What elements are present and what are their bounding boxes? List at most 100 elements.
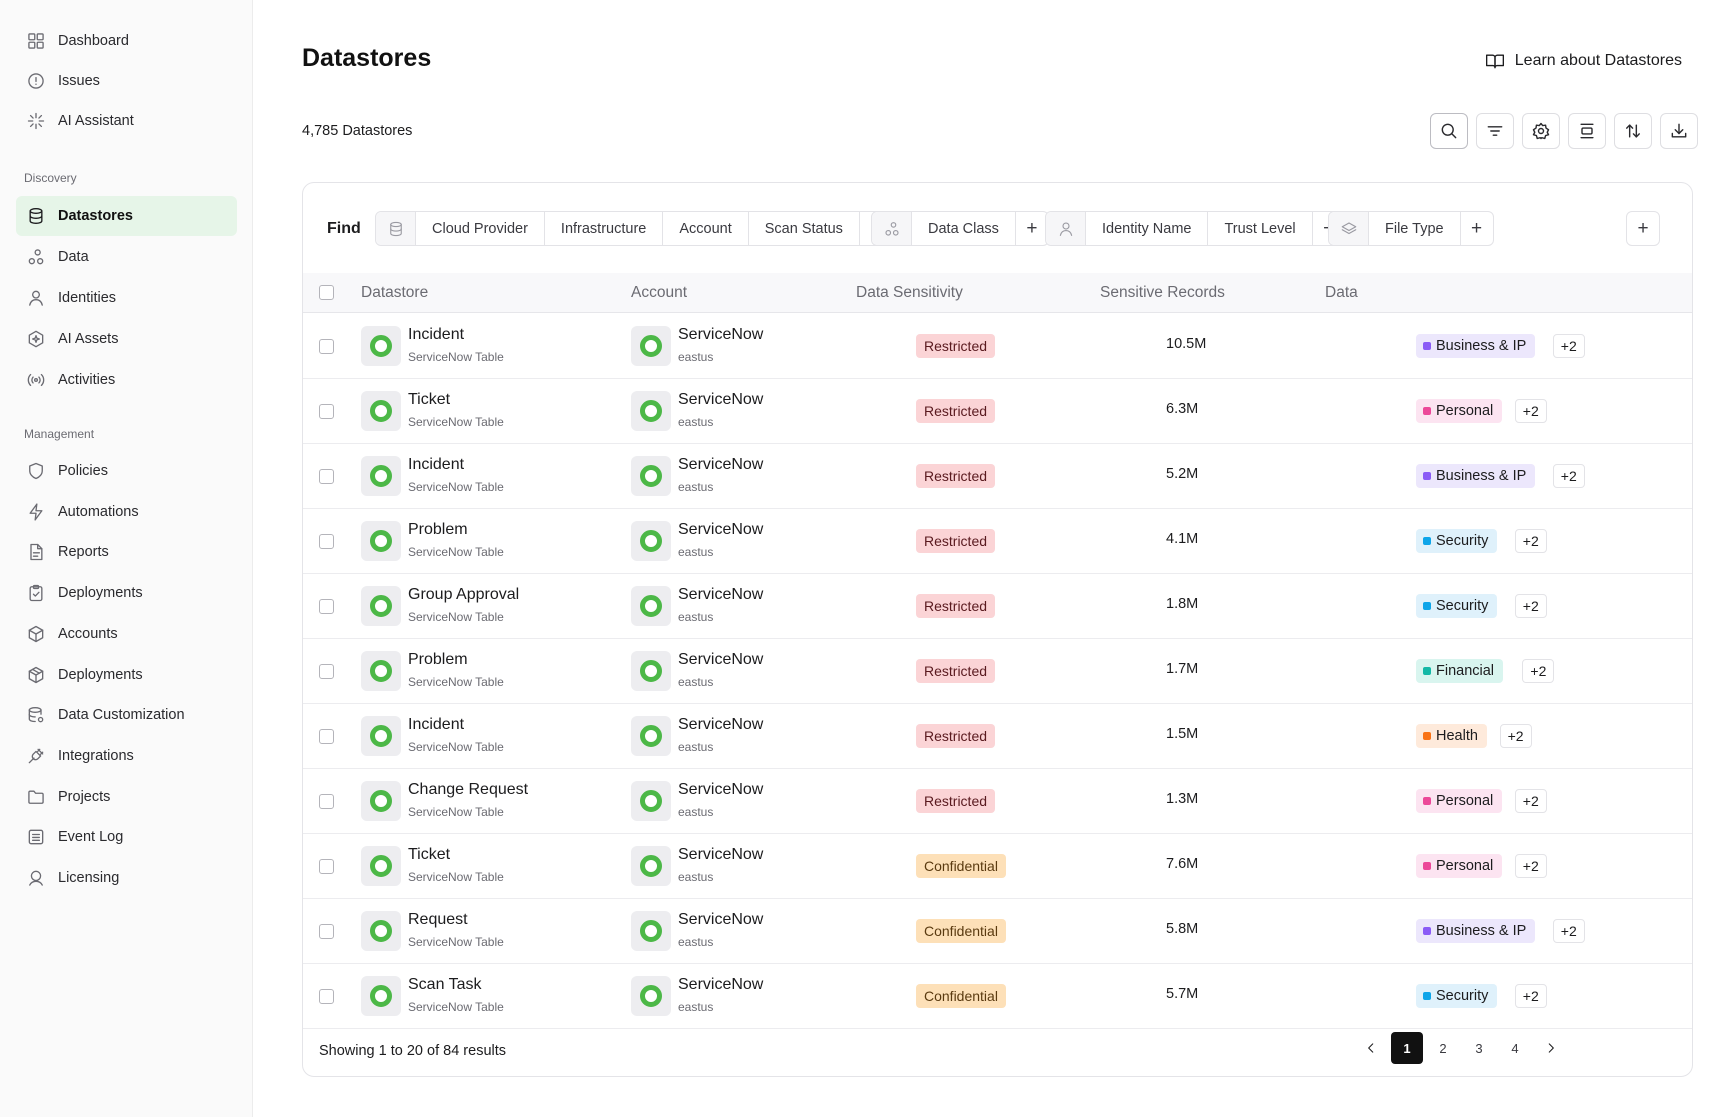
table-row[interactable]: Incident ServiceNow Table ServiceNow eas… — [303, 444, 1692, 509]
datastore-name[interactable]: Request — [408, 911, 468, 928]
table-row[interactable]: Ticket ServiceNow Table ServiceNow eastu… — [303, 834, 1692, 899]
account-name[interactable]: ServiceNow — [678, 391, 764, 408]
sidebar-item-issues[interactable]: Issues — [16, 61, 237, 101]
datastore-name[interactable]: Incident — [408, 326, 465, 343]
datastore-name[interactable]: Group Approval — [408, 586, 520, 603]
row-checkbox[interactable] — [319, 989, 334, 1004]
datastore-name[interactable]: Problem — [408, 521, 468, 538]
data-class-tag[interactable]: Personal — [1416, 399, 1503, 423]
learn-about-datastores-link[interactable]: Learn about Datastores — [1485, 51, 1682, 71]
sort-button[interactable] — [1614, 113, 1652, 149]
datastore-name[interactable]: Incident — [408, 716, 465, 733]
row-checkbox[interactable] — [319, 924, 334, 939]
account-name[interactable]: ServiceNow — [678, 716, 764, 733]
sidebar-item-data-customization[interactable]: Data Customization — [16, 695, 237, 735]
data-class-tag[interactable]: Security — [1416, 594, 1498, 618]
filter-chip-identity-name[interactable]: Identity Name — [1086, 212, 1209, 245]
next-page-button[interactable] — [1535, 1032, 1567, 1064]
sidebar-item-policies[interactable]: Policies — [16, 451, 237, 491]
more-data-classes-badge[interactable]: +2 — [1514, 854, 1547, 878]
row-checkbox[interactable] — [319, 794, 334, 809]
data-class-tag[interactable]: Business & IP — [1416, 919, 1536, 943]
column-header-data-sensitivity[interactable]: Data Sensitivity — [856, 284, 963, 301]
filter-chip-file-type[interactable]: File Type — [1369, 212, 1461, 245]
datastore-name[interactable]: Ticket — [408, 846, 451, 863]
sidebar-item-identities[interactable]: Identities — [16, 278, 237, 318]
row-checkbox[interactable] — [319, 599, 334, 614]
add-filter-button[interactable]: + — [1471, 217, 1483, 239]
filter-chip-cloud-provider[interactable]: Cloud Provider — [416, 212, 545, 245]
sidebar-item-deployments[interactable]: Deployments — [16, 655, 237, 695]
page-button-1[interactable]: 1 — [1391, 1032, 1423, 1064]
more-data-classes-badge[interactable]: +2 — [1552, 919, 1585, 943]
sidebar-item-projects[interactable]: Projects — [16, 777, 237, 817]
account-name[interactable]: ServiceNow — [678, 651, 764, 668]
row-checkbox[interactable] — [319, 534, 334, 549]
datastore-name[interactable]: Scan Task — [408, 976, 482, 993]
more-data-classes-badge[interactable]: +2 — [1514, 399, 1547, 423]
row-checkbox[interactable] — [319, 469, 334, 484]
sidebar-item-accounts[interactable]: Accounts — [16, 614, 237, 654]
row-checkbox[interactable] — [319, 664, 334, 679]
filter-chip-data-class[interactable]: Data Class — [912, 212, 1016, 245]
column-header-sensitive-records[interactable]: Sensitive Records — [1100, 284, 1225, 301]
row-checkbox[interactable] — [319, 859, 334, 874]
filter-chip-infrastructure[interactable]: Infrastructure — [545, 212, 664, 245]
data-class-tag[interactable]: Health — [1416, 724, 1487, 748]
table-row[interactable]: Incident ServiceNow Table ServiceNow eas… — [303, 704, 1692, 769]
account-name[interactable]: ServiceNow — [678, 456, 764, 473]
more-data-classes-badge[interactable]: +2 — [1514, 984, 1547, 1008]
more-data-classes-badge[interactable]: +2 — [1514, 529, 1547, 553]
data-class-tag[interactable]: Financial — [1416, 659, 1504, 683]
account-name[interactable]: ServiceNow — [678, 846, 764, 863]
more-data-classes-badge[interactable]: +2 — [1514, 594, 1547, 618]
more-data-classes-badge[interactable]: +2 — [1522, 659, 1555, 683]
table-row[interactable]: Incident ServiceNow Table ServiceNow eas… — [303, 314, 1692, 379]
table-row[interactable]: Request ServiceNow Table ServiceNow east… — [303, 899, 1692, 964]
data-class-tag[interactable]: Personal — [1416, 789, 1503, 813]
datastore-name[interactable]: Incident — [408, 456, 465, 473]
account-name[interactable]: ServiceNow — [678, 781, 764, 798]
data-class-tag[interactable]: Personal — [1416, 854, 1503, 878]
account-name[interactable]: ServiceNow — [678, 976, 764, 993]
table-row[interactable]: Scan Task ServiceNow Table ServiceNow ea… — [303, 964, 1692, 1029]
page-button-2[interactable]: 2 — [1439, 1040, 1447, 1056]
account-name[interactable]: ServiceNow — [678, 326, 764, 343]
search-button[interactable] — [1430, 113, 1468, 149]
data-class-tag[interactable]: Security — [1416, 529, 1498, 553]
add-filter-group-button[interactable]: + — [1626, 211, 1660, 246]
sidebar-item-licensing[interactable]: Licensing — [16, 858, 237, 898]
table-row[interactable]: Change Request ServiceNow Table ServiceN… — [303, 769, 1692, 834]
more-data-classes-badge[interactable]: +2 — [1499, 724, 1532, 748]
page-button-3[interactable]: 3 — [1475, 1040, 1483, 1056]
filter-chip-scan-status[interactable]: Scan Status — [749, 212, 860, 245]
data-class-tag[interactable]: Security — [1416, 984, 1498, 1008]
sidebar-item-data[interactable]: Data — [16, 237, 237, 277]
sidebar-item-ai-assistant[interactable]: AI Assistant — [16, 101, 237, 141]
add-filter-button[interactable]: + — [1026, 217, 1038, 239]
account-name[interactable]: ServiceNow — [678, 521, 764, 538]
settings-button[interactable] — [1522, 113, 1560, 149]
columns-button[interactable] — [1568, 113, 1606, 149]
account-name[interactable]: ServiceNow — [678, 911, 764, 928]
row-checkbox[interactable] — [319, 729, 334, 744]
row-checkbox[interactable] — [319, 339, 334, 354]
table-row[interactable]: Group Approval ServiceNow Table ServiceN… — [303, 574, 1692, 639]
select-all-checkbox[interactable] — [319, 285, 334, 300]
download-button[interactable] — [1660, 113, 1698, 149]
table-row[interactable]: Problem ServiceNow Table ServiceNow east… — [303, 509, 1692, 574]
column-header-datastore[interactable]: Datastore — [361, 284, 429, 301]
sidebar-item-event-log[interactable]: Event Log — [16, 817, 237, 857]
page-button-4[interactable]: 4 — [1511, 1040, 1519, 1056]
sidebar-item-activities[interactable]: Activities — [16, 360, 237, 400]
filter-button[interactable] — [1476, 113, 1514, 149]
prev-page-button[interactable] — [1355, 1032, 1387, 1064]
datastore-name[interactable]: Change Request — [408, 781, 529, 798]
sidebar-item-dashboard[interactable]: Dashboard — [16, 21, 237, 61]
sidebar-item-automations[interactable]: Automations — [16, 492, 237, 532]
column-header-account[interactable]: Account — [631, 284, 688, 301]
sidebar-item-ai-assets[interactable]: AI Assets — [16, 319, 237, 359]
table-row[interactable]: Problem ServiceNow Table ServiceNow east… — [303, 639, 1692, 704]
table-row[interactable]: Ticket ServiceNow Table ServiceNow eastu… — [303, 379, 1692, 444]
filter-chip-trust-level[interactable]: Trust Level — [1208, 212, 1313, 245]
